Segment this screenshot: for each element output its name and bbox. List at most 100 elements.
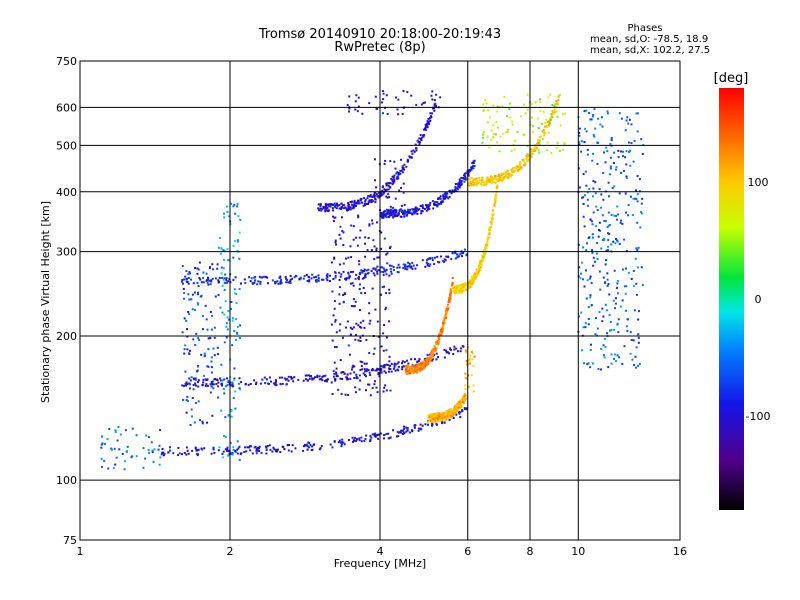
data-point <box>496 185 499 188</box>
data-point <box>513 166 516 169</box>
data-point <box>525 155 528 158</box>
data-point <box>436 417 439 420</box>
data-point <box>374 201 377 204</box>
data-point <box>442 194 445 197</box>
data-point <box>223 434 226 437</box>
data-point <box>614 297 617 300</box>
data-point <box>415 366 418 369</box>
data-point <box>388 360 391 363</box>
data-point <box>599 288 602 291</box>
data-point <box>609 165 612 168</box>
data-point <box>429 354 432 357</box>
data-point <box>422 102 425 105</box>
data-point <box>347 207 350 210</box>
data-point <box>380 369 383 372</box>
data-point <box>432 420 435 423</box>
data-point <box>460 405 463 408</box>
data-point <box>607 224 610 227</box>
data-point <box>185 381 188 384</box>
data-point <box>357 216 360 219</box>
data-point <box>401 360 404 363</box>
data-point <box>359 336 362 339</box>
data-point <box>203 447 206 450</box>
data-point <box>212 446 215 449</box>
data-point <box>460 287 463 290</box>
data-point <box>362 372 365 375</box>
data-point <box>457 287 460 290</box>
data-point <box>439 197 442 200</box>
data-point <box>427 204 430 207</box>
data-point <box>606 110 609 113</box>
data-point <box>359 360 362 363</box>
data-point <box>378 191 381 194</box>
data-point <box>206 365 209 368</box>
data-point <box>408 210 411 213</box>
data-point <box>503 95 506 98</box>
data-point <box>583 141 586 144</box>
data-point <box>625 119 628 122</box>
data-point <box>361 271 364 274</box>
data-point <box>618 112 621 115</box>
data-point <box>499 177 502 180</box>
data-point <box>346 209 349 212</box>
data-point <box>221 382 224 385</box>
data-point <box>162 451 165 454</box>
data-point <box>551 116 554 119</box>
data-point <box>581 349 584 352</box>
data-point <box>602 344 605 347</box>
data-point <box>595 252 598 255</box>
data-point <box>392 215 395 218</box>
data-point <box>316 278 319 281</box>
data-point <box>188 377 191 380</box>
data-point <box>272 446 275 449</box>
data-point <box>473 278 476 281</box>
data-point <box>321 379 324 382</box>
data-point <box>360 197 363 200</box>
data-point <box>354 338 357 341</box>
data-point <box>255 449 258 452</box>
data-point <box>447 416 450 419</box>
data-point <box>423 134 426 137</box>
data-point <box>349 245 352 248</box>
data-point <box>375 386 378 389</box>
data-point <box>226 448 229 451</box>
data-point <box>465 289 468 292</box>
data-point <box>547 131 550 134</box>
data-point <box>496 178 499 181</box>
y-tick-label: 600 <box>56 101 77 114</box>
chart-title: Tromsø 20140910 20:18:00-20:19:43 <box>258 27 502 42</box>
data-point <box>471 352 474 355</box>
data-point <box>385 188 388 191</box>
phase-stats-heading: Phases <box>627 23 663 34</box>
data-point <box>255 383 258 386</box>
data-point <box>293 376 296 379</box>
data-point <box>461 288 464 291</box>
data-point <box>411 429 414 432</box>
data-point <box>358 374 361 377</box>
data-point <box>369 195 372 198</box>
data-point <box>351 327 354 330</box>
data-point <box>478 178 481 181</box>
data-point <box>385 336 388 339</box>
data-point <box>305 273 308 276</box>
data-point <box>431 112 434 115</box>
data-point <box>542 128 545 131</box>
data-point <box>402 211 405 214</box>
data-point <box>307 374 310 377</box>
data-point <box>588 111 591 114</box>
data-point <box>446 309 449 312</box>
data-point <box>589 296 592 299</box>
data-point <box>468 178 471 181</box>
data-point <box>614 307 617 310</box>
data-point <box>637 318 640 321</box>
data-point <box>413 424 416 427</box>
data-point <box>223 258 226 261</box>
data-point <box>406 208 409 211</box>
data-point <box>373 383 376 386</box>
data-point <box>437 198 440 201</box>
data-point <box>455 408 458 411</box>
data-point <box>445 255 448 258</box>
data-point <box>417 141 420 144</box>
data-point <box>196 281 199 284</box>
